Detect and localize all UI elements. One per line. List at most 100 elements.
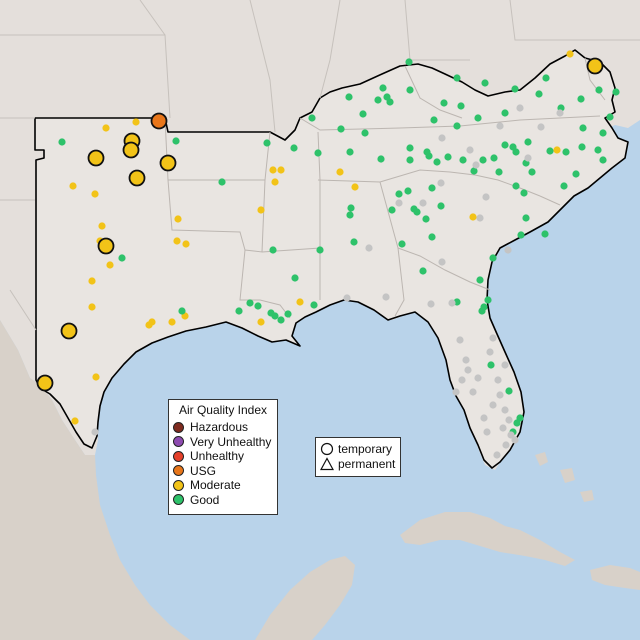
station-good[interactable] <box>535 90 543 98</box>
station-no-data[interactable] <box>419 199 427 207</box>
station-moderate[interactable] <box>586 57 604 75</box>
station-no-data[interactable] <box>437 179 445 187</box>
station-no-data[interactable] <box>489 401 497 409</box>
station-no-data[interactable] <box>483 428 491 436</box>
station-moderate[interactable] <box>88 277 96 285</box>
station-good[interactable] <box>361 129 369 137</box>
station-no-data[interactable] <box>505 416 513 424</box>
station-good[interactable] <box>406 86 414 94</box>
station-good[interactable] <box>347 204 355 212</box>
station-good[interactable] <box>406 156 414 164</box>
station-good[interactable] <box>235 307 243 315</box>
station-moderate[interactable] <box>145 321 153 329</box>
station-no-data[interactable] <box>343 294 351 302</box>
station-good[interactable] <box>58 138 66 146</box>
station-good[interactable] <box>437 202 445 210</box>
station-good[interactable] <box>459 156 467 164</box>
station-good[interactable] <box>595 86 603 94</box>
station-good[interactable] <box>350 238 358 246</box>
station-moderate[interactable] <box>88 303 96 311</box>
station-moderate[interactable] <box>69 182 77 190</box>
station-good[interactable] <box>501 141 509 149</box>
station-good[interactable] <box>457 102 465 110</box>
station-good[interactable] <box>406 144 414 152</box>
station-no-data[interactable] <box>507 431 515 439</box>
station-good[interactable] <box>271 312 279 320</box>
station-good[interactable] <box>528 168 536 176</box>
station-good[interactable] <box>433 158 441 166</box>
station-no-data[interactable] <box>395 199 403 207</box>
station-good[interactable] <box>291 274 299 282</box>
station-good[interactable] <box>419 267 427 275</box>
station-good[interactable] <box>314 149 322 157</box>
station-good[interactable] <box>246 299 254 307</box>
station-no-data[interactable] <box>476 214 484 222</box>
station-no-data[interactable] <box>365 244 373 252</box>
station-no-data[interactable] <box>91 428 99 436</box>
station-good[interactable] <box>495 168 503 176</box>
station-moderate[interactable] <box>98 222 106 230</box>
station-moderate[interactable] <box>92 373 100 381</box>
station-good[interactable] <box>511 85 519 93</box>
station-good[interactable] <box>337 125 345 133</box>
station-no-data[interactable] <box>458 376 466 384</box>
station-moderate[interactable] <box>174 215 182 223</box>
station-moderate[interactable] <box>102 124 110 132</box>
station-good[interactable] <box>425 152 433 160</box>
station-no-data[interactable] <box>556 109 564 117</box>
station-no-data[interactable] <box>496 122 504 130</box>
station-good[interactable] <box>512 148 520 156</box>
station-no-data[interactable] <box>452 388 460 396</box>
station-no-data[interactable] <box>427 300 435 308</box>
station-no-data[interactable] <box>466 146 474 154</box>
station-no-data[interactable] <box>462 356 470 364</box>
station-no-data[interactable] <box>448 299 456 307</box>
station-no-data[interactable] <box>489 334 497 342</box>
station-good[interactable] <box>579 124 587 132</box>
station-good[interactable] <box>310 301 318 309</box>
station-good[interactable] <box>560 182 568 190</box>
station-no-data[interactable] <box>482 193 490 201</box>
station-good[interactable] <box>178 307 186 315</box>
station-no-data[interactable] <box>516 104 524 112</box>
station-moderate[interactable] <box>106 261 114 269</box>
station-good[interactable] <box>513 419 521 427</box>
station-usg[interactable] <box>150 112 168 130</box>
station-good[interactable] <box>444 153 452 161</box>
station-moderate[interactable] <box>257 206 265 214</box>
station-good[interactable] <box>269 246 277 254</box>
station-good[interactable] <box>542 74 550 82</box>
station-no-data[interactable] <box>469 388 477 396</box>
station-good[interactable] <box>524 138 532 146</box>
station-moderate[interactable] <box>336 168 344 176</box>
station-good[interactable] <box>505 387 513 395</box>
station-no-data[interactable] <box>494 376 502 384</box>
station-moderate[interactable] <box>60 322 78 340</box>
station-good[interactable] <box>606 113 614 121</box>
station-no-data[interactable] <box>474 374 482 382</box>
station-good[interactable] <box>277 316 285 324</box>
station-moderate[interactable] <box>36 374 54 392</box>
station-good[interactable] <box>218 178 226 186</box>
station-moderate[interactable] <box>257 318 265 326</box>
station-good[interactable] <box>254 302 262 310</box>
station-good[interactable] <box>374 96 382 104</box>
station-good[interactable] <box>430 116 438 124</box>
station-moderate[interactable] <box>71 417 79 425</box>
station-good[interactable] <box>453 74 461 82</box>
station-good[interactable] <box>476 276 484 284</box>
station-good[interactable] <box>572 170 580 178</box>
station-no-data[interactable] <box>511 436 519 444</box>
station-good[interactable] <box>501 109 509 117</box>
station-moderate[interactable] <box>296 298 304 306</box>
station-moderate[interactable] <box>122 141 140 159</box>
station-no-data[interactable] <box>464 366 472 374</box>
station-good[interactable] <box>359 110 367 118</box>
station-good[interactable] <box>481 79 489 87</box>
station-good[interactable] <box>379 84 387 92</box>
station-good[interactable] <box>562 148 570 156</box>
station-no-data[interactable] <box>480 414 488 422</box>
station-moderate[interactable] <box>182 240 190 248</box>
station-good[interactable] <box>520 189 528 197</box>
